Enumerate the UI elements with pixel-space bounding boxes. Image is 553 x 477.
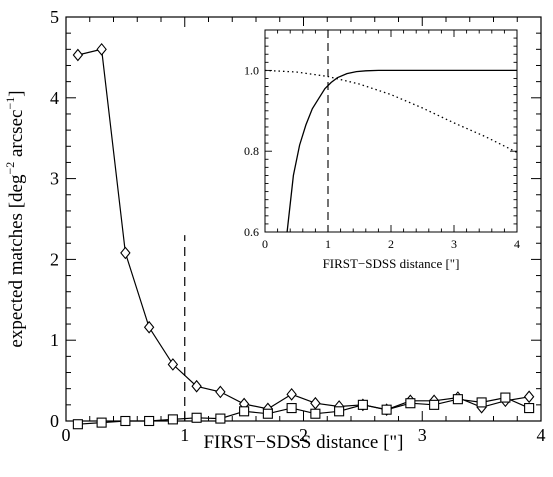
inset-series-dotted — [264, 69, 518, 153]
diamond-point — [215, 385, 226, 399]
y-title-end: ] — [6, 90, 27, 96]
x-tick-label: 3 — [418, 425, 427, 445]
square-point — [262, 408, 273, 419]
inset-y-tick-labels: 0.6 0.8 1.0 — [244, 63, 259, 239]
inset-x-tick-label: 3 — [451, 237, 457, 251]
inset-series-solid — [286, 69, 517, 233]
inset-y-tick-label: 0.8 — [244, 144, 259, 158]
diamond-point — [286, 387, 297, 401]
square-point — [72, 419, 83, 430]
main-y-tick-labels: 0 1 2 3 4 5 — [50, 7, 59, 431]
main-x-axis-title: FIRST−SDSS distance ["] — [203, 432, 403, 453]
square-point — [452, 394, 463, 405]
y-title-sup1: −2 — [3, 162, 17, 175]
y-tick-label: 3 — [50, 169, 59, 189]
inset-x-tick-label: 0 — [262, 237, 268, 251]
main-series — [72, 42, 535, 430]
inset-series — [264, 69, 518, 233]
square-point — [144, 415, 155, 427]
x-tick-label: 2 — [299, 425, 308, 445]
inset-chart: 0 1 2 3 4 0.6 0.8 1.0 FIRST−SDSS distance ["] — [222, 26, 522, 278]
y-tick-label: 0 — [50, 411, 59, 431]
y-title-main: expected matches [deg — [6, 174, 27, 348]
diamond-point — [191, 379, 202, 393]
inset-y-tick-label: 0.6 — [244, 225, 259, 239]
square-point — [239, 406, 250, 417]
y-title-mid: arcsec — [6, 110, 27, 162]
x-tick-label: 1 — [180, 425, 189, 445]
main-ticks — [65, 16, 542, 422]
square-point — [357, 399, 368, 410]
x-tick-label: 0 — [62, 425, 71, 445]
y-title-sup2: −1 — [3, 97, 17, 110]
inset-background — [222, 26, 522, 278]
main-y-axis-title: expected matches [deg−2 arcsec−1] — [3, 90, 27, 347]
inset-x-tick-labels: 0 1 2 3 4 — [262, 237, 520, 251]
square-point — [286, 403, 297, 414]
diamond-point — [310, 396, 321, 410]
square-point — [215, 413, 226, 424]
y-tick-label: 4 — [50, 88, 59, 108]
diamond-point — [523, 390, 535, 404]
main-chart: 0 1 2 3 4 0 1 2 3 4 5 FIRST−SDSS distance ["] exp… — [3, 7, 546, 453]
y-tick-label: 5 — [50, 7, 59, 27]
square-point — [96, 417, 107, 428]
x-tick-label: 4 — [537, 425, 546, 445]
square-point — [405, 398, 416, 409]
inset-y-tick-label: 1.0 — [244, 63, 259, 77]
y-tick-label: 1 — [50, 330, 59, 350]
square-point — [167, 414, 178, 425]
diamond-point — [120, 246, 131, 260]
diamond-point — [96, 42, 107, 56]
y-tick-label: 2 — [50, 249, 59, 269]
square-point — [500, 392, 511, 403]
inset-x-tick-label: 4 — [514, 237, 520, 251]
inset-x-tick-label: 2 — [388, 237, 394, 251]
diamond-point — [143, 320, 155, 334]
square-point — [524, 403, 535, 414]
inset-x-axis-title: FIRST−SDSS distance ["] — [323, 256, 460, 271]
diamond-point — [72, 48, 84, 62]
square-point — [191, 412, 202, 423]
square-point — [334, 406, 345, 417]
diamond-point — [167, 358, 179, 371]
main-x-tick-labels: 0 1 2 3 4 — [62, 425, 546, 445]
square-point — [476, 397, 487, 408]
square-point — [120, 415, 131, 427]
square-point — [381, 404, 392, 415]
inset-x-tick-label: 1 — [325, 237, 331, 251]
square-point — [429, 399, 440, 410]
square-point — [310, 408, 321, 419]
